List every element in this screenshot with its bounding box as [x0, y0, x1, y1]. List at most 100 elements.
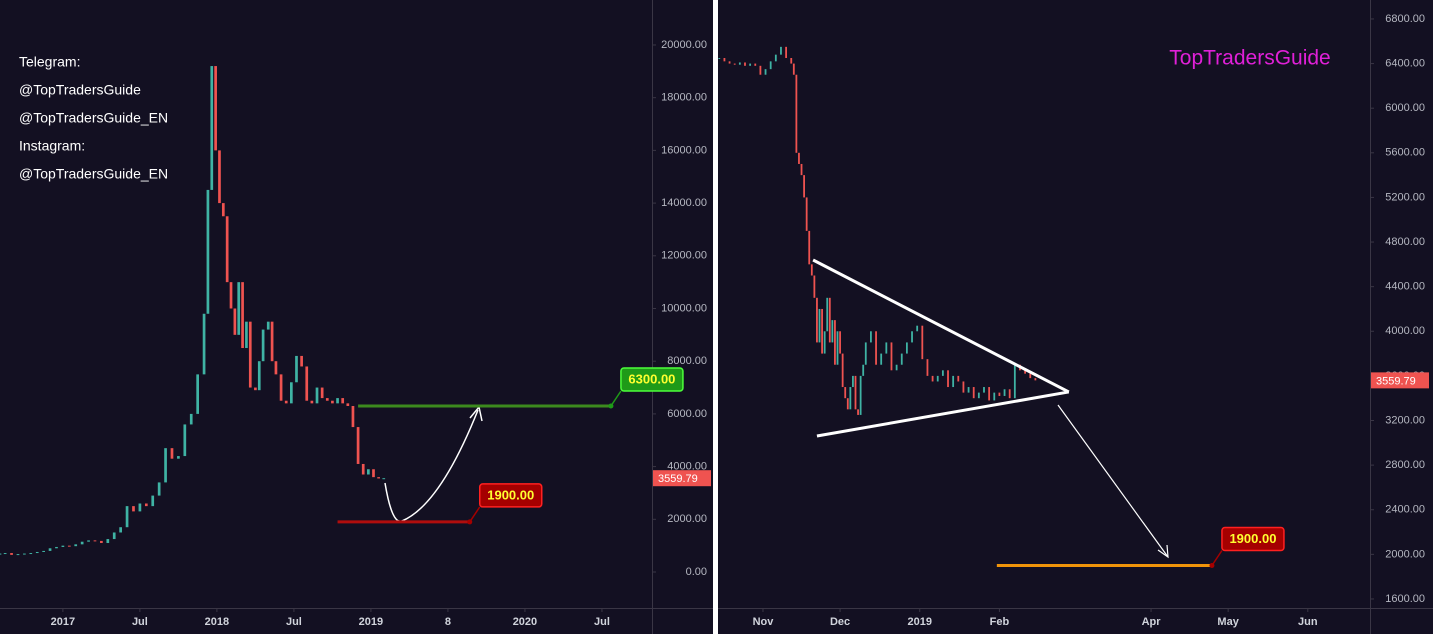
- candle: [284, 400, 288, 404]
- candle: [754, 63, 757, 66]
- y-tick-label: 18000.00: [661, 92, 707, 104]
- candle: [206, 189, 210, 314]
- candle: [305, 366, 309, 401]
- candle: [112, 532, 116, 540]
- candle: [813, 275, 816, 298]
- candle: [926, 359, 929, 376]
- candle: [828, 297, 831, 343]
- candle: [254, 387, 257, 391]
- candle: [210, 66, 214, 190]
- candle: [818, 308, 821, 343]
- candle: [849, 387, 852, 410]
- candle: [998, 392, 1001, 396]
- candle: [93, 540, 97, 542]
- candle: [164, 448, 167, 483]
- level-label: 1900.00: [1229, 531, 1276, 546]
- candle: [854, 375, 857, 410]
- candle: [839, 331, 841, 354]
- candle: [74, 544, 78, 547]
- y-tick-label: 1600.00: [1385, 593, 1425, 605]
- x-tick-label: 8: [445, 616, 451, 628]
- y-tick-label: 4000.00: [667, 461, 707, 473]
- candle: [241, 282, 244, 349]
- y-tick-label: 4400.00: [1385, 281, 1425, 293]
- candle: [183, 424, 187, 457]
- candle: [749, 63, 752, 66]
- y-tick-label: 4000.00: [1385, 325, 1425, 337]
- candle: [325, 398, 329, 401]
- candle: [862, 364, 865, 376]
- contact-note: @TopTradersGuide_EN: [19, 166, 168, 182]
- candle: [738, 62, 741, 65]
- label-connector: [469, 506, 481, 523]
- candle: [218, 150, 221, 204]
- candle: [744, 62, 746, 66]
- x-tick-label: Jun: [1298, 616, 1318, 628]
- candle: [1003, 389, 1006, 396]
- candle: [341, 398, 345, 404]
- candle: [42, 550, 45, 552]
- divider: [713, 0, 718, 634]
- candle: [361, 463, 365, 475]
- candle: [229, 282, 233, 309]
- candle: [346, 403, 350, 406]
- candle: [931, 375, 934, 382]
- candle: [233, 308, 237, 335]
- y-tick-label: 0.00: [686, 566, 707, 578]
- candle: [890, 342, 893, 371]
- candle: [55, 546, 58, 549]
- candle: [780, 46, 782, 55]
- candle: [270, 321, 274, 362]
- contact-note: @TopTradersGuide_EN: [19, 110, 168, 126]
- y-tick-label: 2400.00: [1385, 504, 1425, 516]
- candle: [125, 506, 129, 528]
- candle: [769, 61, 772, 70]
- x-tick-label: Jul: [132, 616, 148, 628]
- level-label-box: [620, 367, 684, 392]
- candle: [916, 325, 919, 332]
- candle: [900, 353, 903, 365]
- candle: [821, 308, 823, 354]
- candle: [957, 375, 960, 382]
- candle: [157, 482, 161, 496]
- candle: [274, 361, 278, 375]
- candle: [1013, 364, 1016, 399]
- candle: [331, 400, 334, 404]
- y-tick-label: 12000.00: [661, 250, 707, 262]
- projection-arrow: [384, 409, 479, 523]
- trendline: [812, 258, 1070, 394]
- candle: [310, 400, 314, 404]
- x-tick-label: 2020: [513, 616, 537, 628]
- label-connector: [610, 390, 622, 407]
- candle: [952, 375, 955, 388]
- candle: [864, 342, 867, 365]
- candle: [841, 353, 844, 388]
- candle: [266, 321, 270, 330]
- arrow-head: [1157, 544, 1169, 559]
- projection-arrow: [1057, 404, 1169, 558]
- candle: [151, 495, 155, 507]
- x-tick-label: Nov: [753, 616, 775, 628]
- candle: [792, 63, 795, 75]
- level-label: 6300.00: [628, 371, 675, 386]
- candle: [87, 540, 90, 542]
- candle: [132, 506, 135, 512]
- candle: [795, 74, 798, 153]
- candle: [245, 321, 248, 349]
- candle: [336, 398, 339, 404]
- candle: [962, 381, 965, 393]
- candle: [29, 553, 33, 555]
- y-tick-label: 6000.00: [1385, 102, 1425, 114]
- candle: [880, 353, 883, 365]
- x-tick-label: 2017: [51, 616, 75, 628]
- candle: [100, 540, 103, 544]
- candle: [764, 69, 767, 75]
- level-label: 1900.00: [487, 487, 534, 502]
- candle: [1024, 370, 1027, 374]
- candle: [106, 539, 110, 544]
- candle: [790, 58, 793, 64]
- candle: [170, 448, 174, 459]
- y-tick-label: 20000.00: [661, 39, 707, 51]
- y-tick-label: 2000.00: [1385, 548, 1425, 560]
